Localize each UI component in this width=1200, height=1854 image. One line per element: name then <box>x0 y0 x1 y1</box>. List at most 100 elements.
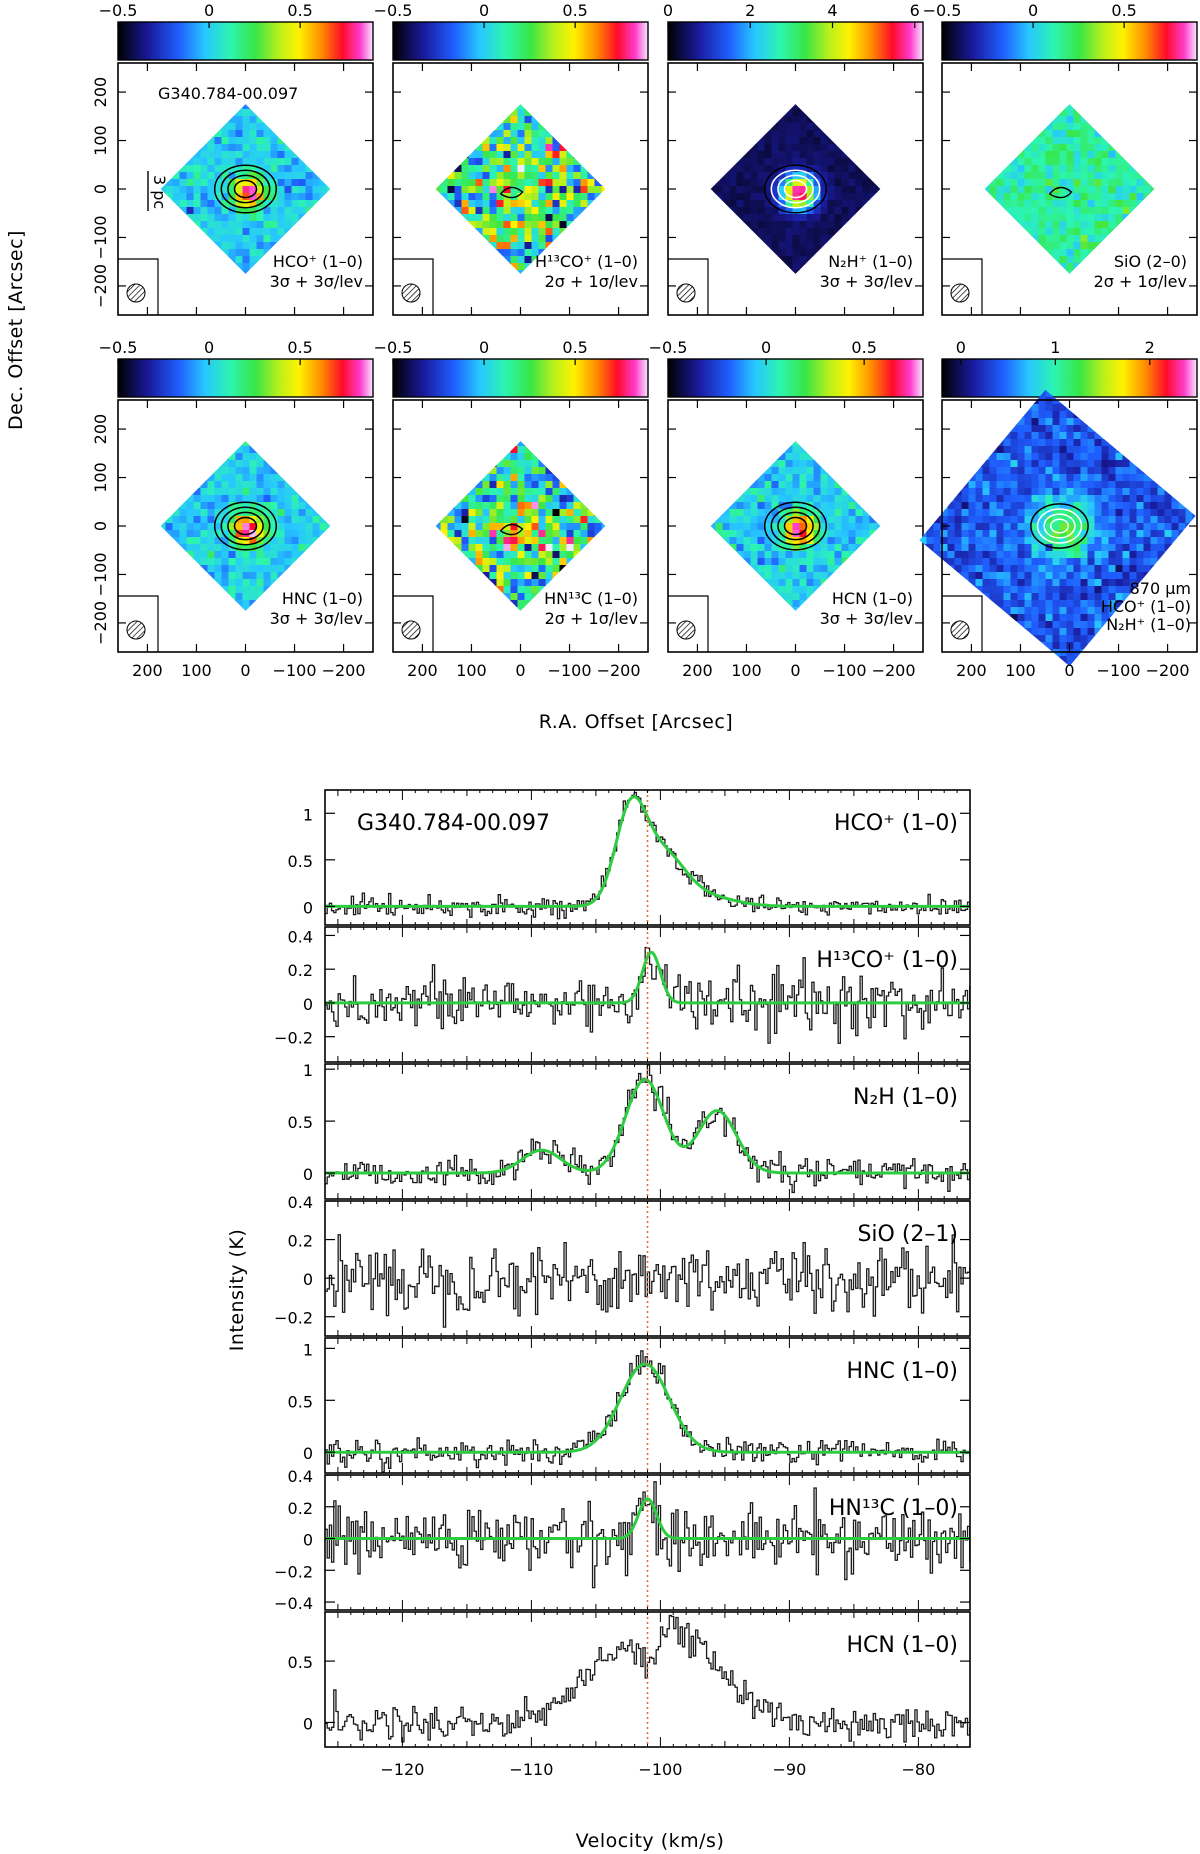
panel-contour-label: HCO⁺ (1–0) <box>1101 597 1191 616</box>
contour-line <box>499 523 524 536</box>
contour-line <box>763 501 828 551</box>
x-tick-label: 200 <box>407 661 438 680</box>
contour-line <box>777 174 814 204</box>
contour-line <box>220 506 271 546</box>
beam-box <box>118 595 159 652</box>
y-tick-label: 0 <box>303 1531 313 1550</box>
panel-contour-label: N₂H⁺ (1–0) <box>1106 615 1191 634</box>
x-tick-label: −200 <box>872 661 916 680</box>
beam-box <box>118 258 159 315</box>
x-tick-label: −100 <box>548 661 592 680</box>
contour-line <box>770 506 821 546</box>
spectrum-trace <box>325 1234 971 1328</box>
colorbar-tick-label: 0 <box>479 338 489 357</box>
x-tick-label: 0 <box>790 661 800 680</box>
x-tick-label: 100 <box>456 661 487 680</box>
y-tick-label: 0.2 <box>288 961 313 980</box>
beam-ellipse <box>401 620 421 640</box>
panel-line-label: HNC (1–0) <box>282 589 363 608</box>
colorbar <box>117 21 374 61</box>
colorbar-tick-label: 0.5 <box>1111 1 1136 20</box>
y-tick-label: 0.5 <box>288 1392 313 1411</box>
x-tick-label: 100 <box>1005 661 1036 680</box>
beam-box <box>942 258 983 315</box>
colorbar-tick-label: −0.5 <box>99 1 138 20</box>
y-tick-label: 1 <box>303 805 313 824</box>
colorbar-tick-label: 0 <box>663 1 673 20</box>
y-tick-label: −100 <box>91 215 110 259</box>
colorbar-tick-label: −0.5 <box>99 338 138 357</box>
map-panel: −0.5 0 0.5 200 200 100 100 0 0 −100 −100 −200 −200 HN… <box>91 338 374 680</box>
contour-line <box>777 511 814 541</box>
map-panel: −0.5 0 0.5 200 100 0 −100 −200 HCO⁺ (1–0)3σ + 3σ… <box>91 1 374 316</box>
colorbar-tick-label: 0.5 <box>851 338 876 357</box>
spectrum-line-label: SiO (2–1) <box>857 1222 958 1247</box>
spectra-panels: 0 0.5 1 HCO⁺ (1–0) G340.784-00.097 −0.2 0 0.2 0.… <box>274 789 971 1779</box>
colorbar <box>941 21 1198 61</box>
colorbar-tick-label: 0 <box>1028 1 1038 20</box>
y-tick-label: −200 <box>91 264 110 308</box>
contour-line <box>213 164 278 214</box>
source-name: G340.784-00.097 <box>158 84 298 103</box>
spectrum-line-label: HNC (1–0) <box>846 1359 958 1384</box>
x-tick-label: 200 <box>682 661 713 680</box>
x-tick-label: −110 <box>509 1760 553 1779</box>
contour-line <box>783 516 808 536</box>
x-tick-label: 0 <box>1064 661 1074 680</box>
y-tick-label: −100 <box>91 552 110 596</box>
spectrum-line-label: H¹³CO⁺ (1–0) <box>816 948 958 973</box>
colorbar-tick-label: 0 <box>479 1 489 20</box>
beam-ellipse <box>401 283 421 303</box>
colorbar-tick-label: 0.5 <box>287 1 312 20</box>
panel-line-label: HN¹³C (1–0) <box>544 589 638 608</box>
panel-levels-label: 2σ + 1σ/lev <box>545 272 638 291</box>
colorbar-tick-label: 0 <box>204 338 214 357</box>
colorbar-tick-label: 0 <box>761 338 771 357</box>
panel-line-label: SiO (2–0) <box>1114 252 1187 271</box>
scale-bar-label: 3 pc <box>150 175 169 209</box>
y-tick-label: 0 <box>303 995 313 1014</box>
beam-ellipse <box>126 283 146 303</box>
x-tick-label: −100 <box>1097 661 1141 680</box>
contour-line <box>1043 513 1076 539</box>
panel-levels-label: 3σ + 3σ/lev <box>820 609 913 628</box>
contour-line <box>233 179 258 199</box>
spectrum-source-name: G340.784-00.097 <box>357 811 550 836</box>
gaussian-fit <box>325 1497 970 1540</box>
spectrum-panel: −0.4 −0.2 0 0.2 0.4 HN¹³C (1–0) <box>274 1467 971 1613</box>
y-tick-label: 0.4 <box>288 927 313 946</box>
beam-box <box>668 595 709 652</box>
y-tick-label: 100 <box>91 462 110 493</box>
x-tick-label: −120 <box>380 1760 424 1779</box>
x-tick-label: −200 <box>597 661 641 680</box>
y-tick-label: 0 <box>303 1270 313 1289</box>
contour-line <box>227 174 264 204</box>
panel-levels-label: 3σ + 3σ/lev <box>820 272 913 291</box>
beam-box <box>393 258 434 315</box>
beam-box <box>668 258 709 315</box>
gaussian-fit <box>325 950 970 1005</box>
contour-line <box>499 186 524 199</box>
x-tick-label: −100 <box>638 1760 682 1779</box>
colorbar-tick-label: −0.5 <box>649 338 688 357</box>
y-tick-label: 0 <box>303 1165 313 1184</box>
y-tick-label: 100 <box>91 125 110 156</box>
map-panel: 0 2 4 6 N₂H⁺ (1–0)3σ + 3σ/lev <box>663 1 924 316</box>
x-tick-label: −200 <box>322 661 366 680</box>
y-tick-label: 0 <box>303 898 313 917</box>
spectrum-line-label: HCO⁺ (1–0) <box>834 811 958 836</box>
x-tick-label: −200 <box>1146 661 1190 680</box>
colorbar <box>667 21 924 61</box>
beam-ellipse <box>676 283 696 303</box>
map-panel: −0.5 0 0.5 SiO (2–0)2σ + 1σ/lev <box>923 1 1198 316</box>
ra-offset-axis-title: R.A. Offset [Arcsec] <box>539 711 733 733</box>
intensity-axis-title: Intensity (K) <box>226 1229 248 1352</box>
contour-line <box>783 179 808 199</box>
colorbar-tick-label: 1 <box>1050 338 1060 357</box>
colorbar-tick-label: 0.5 <box>562 338 587 357</box>
colorbar <box>392 358 649 398</box>
contour-line <box>220 169 271 209</box>
map-panel: −0.5 0 0.5 200 100 0 −100 −200 HCN (1–0)3σ + 3σ/… <box>649 338 924 680</box>
